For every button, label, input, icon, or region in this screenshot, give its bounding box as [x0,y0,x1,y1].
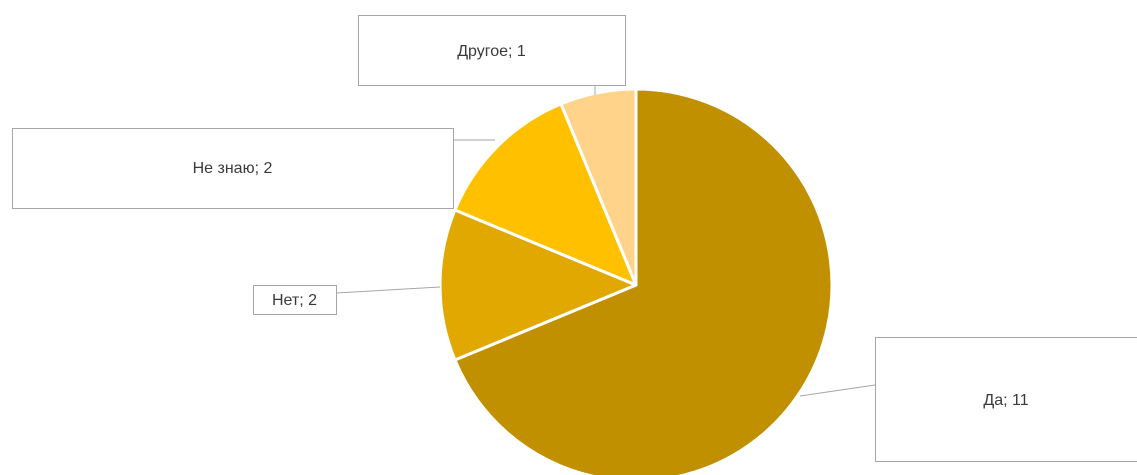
pie-slices [438,87,834,475]
label-drugoe: Другое; 1 [457,43,526,60]
label-net-box [253,285,337,315]
slice-net [438,208,638,362]
slice-ne-znayu [453,102,638,287]
label-ne-znayu: Не знаю; 2 [193,160,273,177]
slice-drugoe [559,87,638,287]
label-da: Да; 11 [983,392,1028,409]
data-label-boxes: Да; 11 Нет; 2 Не знаю; 2 Другое; 1 [12,15,1137,462]
label-net-leader-line [335,286,441,294]
slice-da [453,87,834,475]
label-da-box [875,337,1137,462]
label-drugoe-box [358,15,626,86]
label-net: Нет; 2 [272,292,317,309]
label-ne-znayu-box [12,128,454,209]
label-da-leader-line [799,384,876,397]
